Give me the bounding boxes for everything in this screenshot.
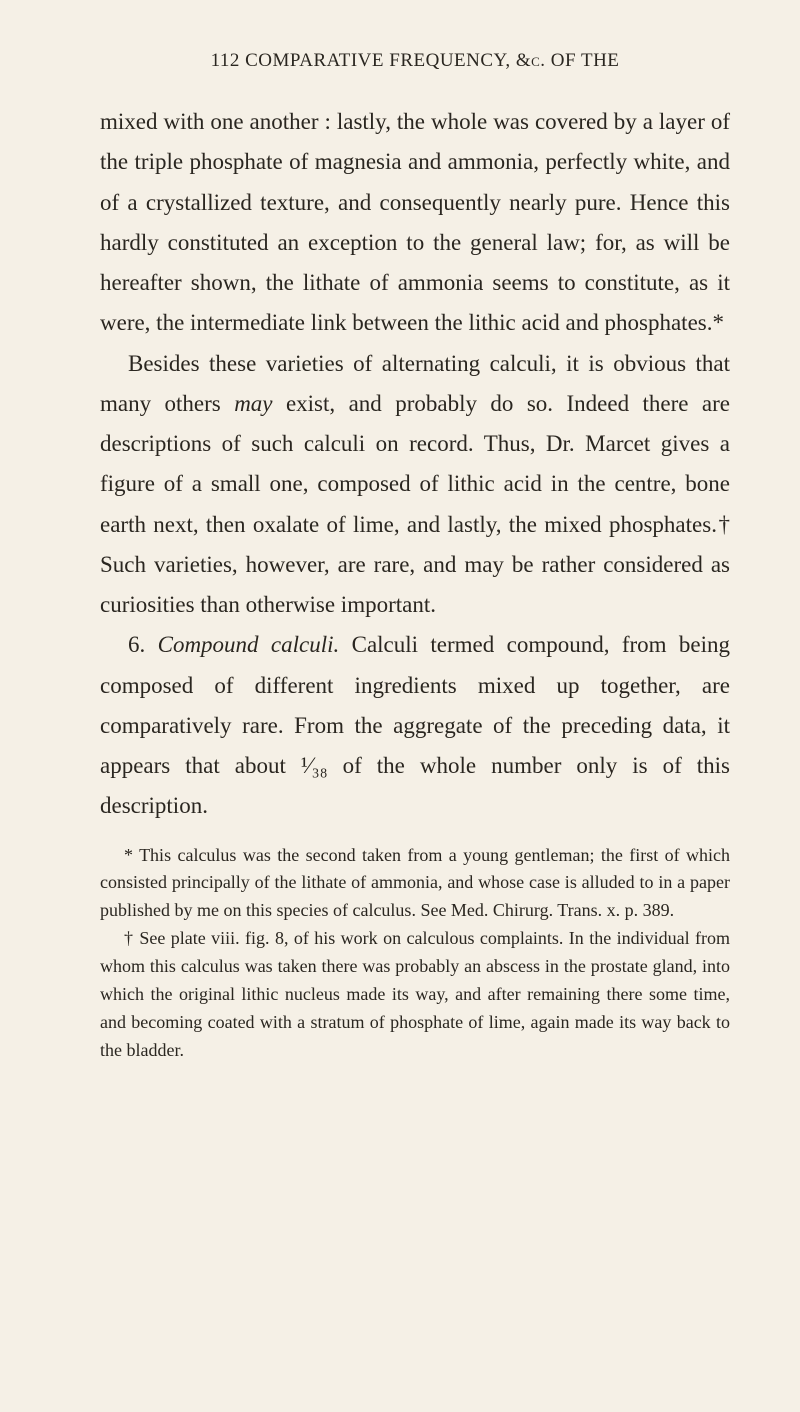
page-number: 112	[211, 50, 240, 71]
paragraph-3: 6. Compound calculi. Calculi termed comp…	[100, 625, 730, 826]
footnotes: * This calculus was the second taken fro…	[100, 842, 730, 1065]
paragraph-2: Besides these varieties of alternating c…	[100, 344, 730, 626]
running-title: COMPARATIVE FREQUENCY, &c. OF THE	[245, 50, 619, 71]
page-header: 112 COMPARATIVE FREQUENCY, &c. OF THE	[100, 50, 730, 72]
section-title: Compound calculi.	[158, 632, 340, 657]
paragraph-1: mixed with one another : lastly, the who…	[100, 102, 730, 344]
footnote-1: * This calculus was the second taken fro…	[100, 842, 730, 926]
document-page: 112 COMPARATIVE FREQUENCY, &c. OF THE mi…	[0, 0, 800, 1105]
body-text: mixed with one another : lastly, the who…	[100, 102, 730, 827]
footnote-2: † See plate viii. fig. 8, of his work on…	[100, 925, 730, 1064]
italic-may: may	[234, 391, 272, 416]
